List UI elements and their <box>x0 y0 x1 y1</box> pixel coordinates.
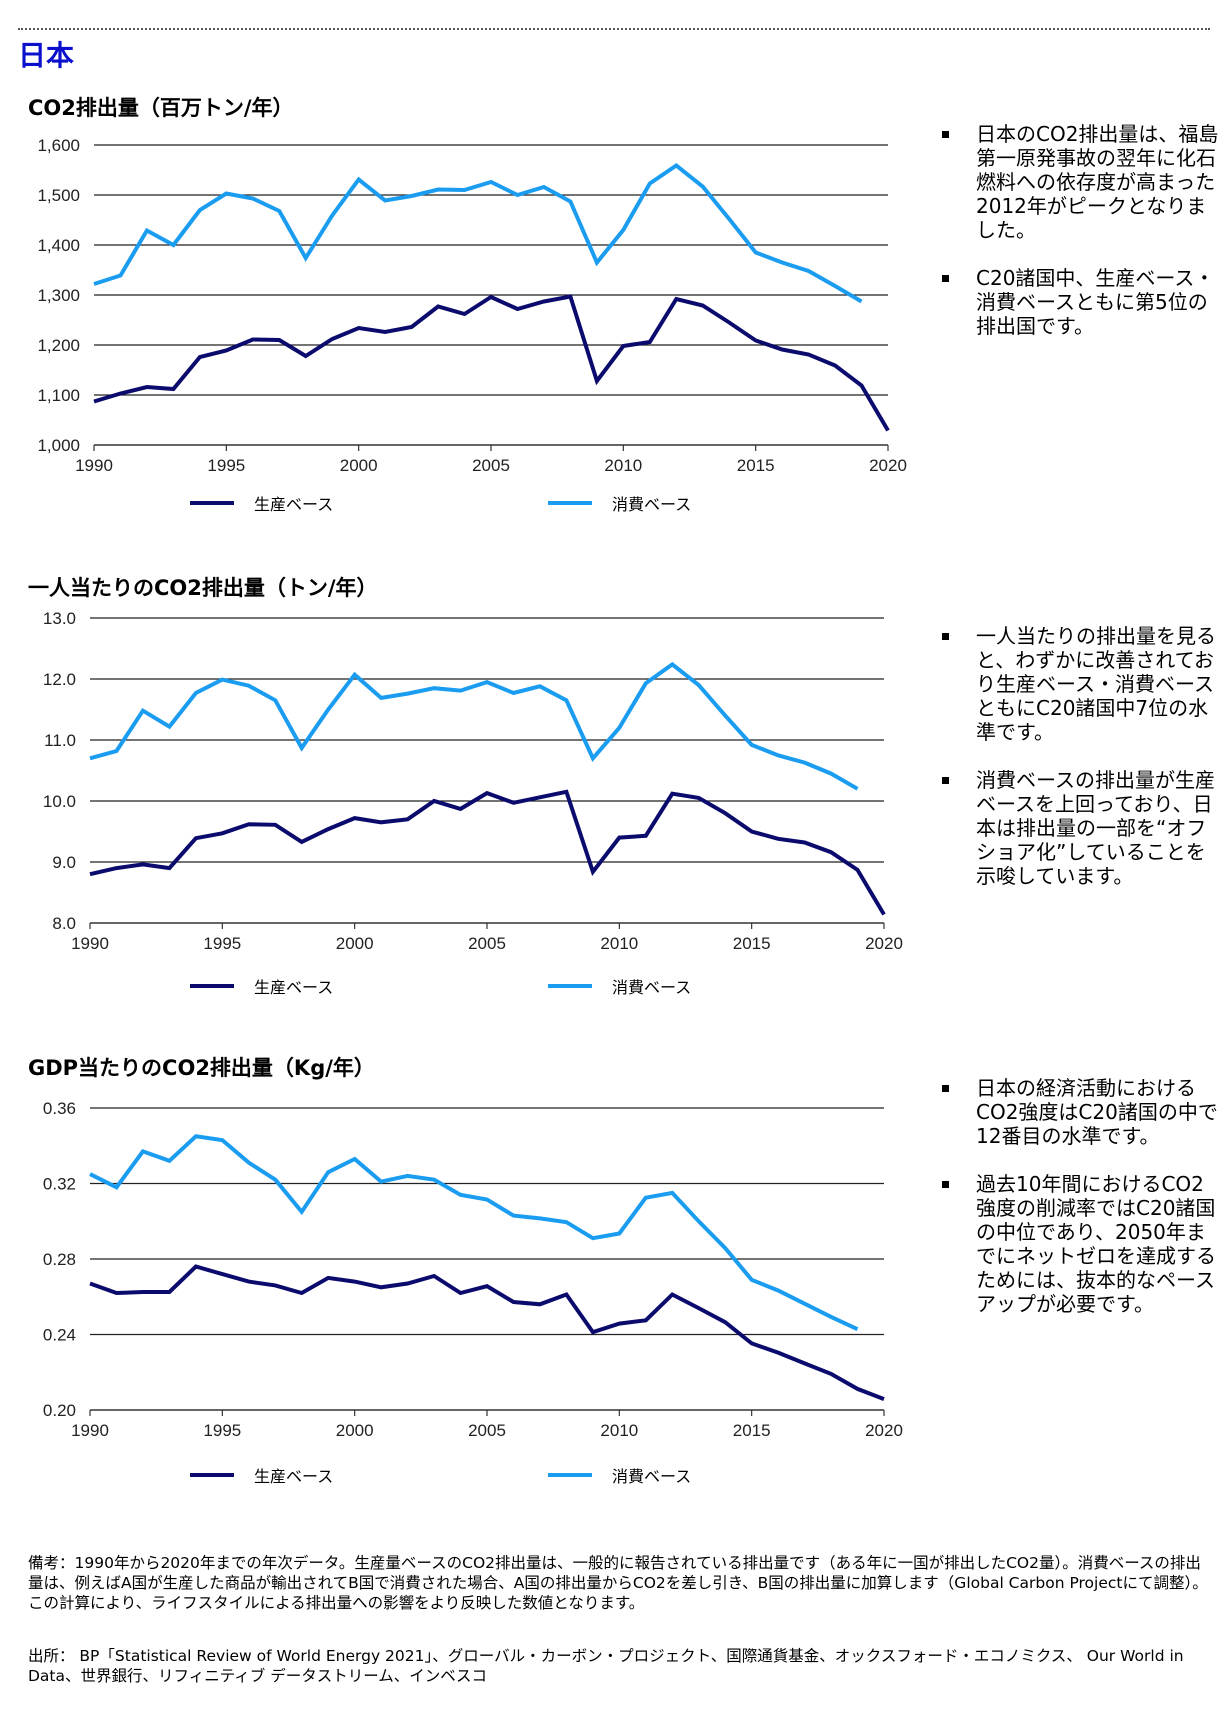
notes-emissions: 日本のCO2排出量は、福島第一原発事故の翌年に化石燃料への依存度が高まった201… <box>920 122 1220 362</box>
x-tick-label: 2000 <box>340 456 378 475</box>
note-text: 日本の経済活動におけるCO2強度はC20諸国の中で12番目の水準です。 <box>976 1076 1218 1148</box>
x-tick-label: 2015 <box>733 934 771 953</box>
legend-swatch-consumption <box>548 984 592 988</box>
y-tick-label: 1,100 <box>37 386 80 405</box>
bullet-icon <box>942 1181 949 1188</box>
y-tick-label: 1,000 <box>37 436 80 455</box>
y-tick-label: 1,400 <box>37 236 80 255</box>
chart-title-per-capita: 一人当たりのCO2排出量（トン/年） <box>28 576 378 600</box>
y-tick-label: 12.0 <box>43 670 76 689</box>
chart-title-emissions: CO2排出量（百万トン/年） <box>28 96 294 120</box>
bullet-icon <box>942 131 949 138</box>
x-tick-label: 2020 <box>869 456 907 475</box>
note-item: 一人当たりの排出量を見ると、わずかに改善されており生産ベース・消費ベースともにC… <box>920 624 1220 744</box>
x-tick-label: 2010 <box>600 1421 638 1440</box>
legend-label-production: 生産ベース <box>254 1467 334 1486</box>
legend-per-capita: 生産ベース 消費ベース <box>0 974 900 998</box>
x-tick-label: 2010 <box>600 934 638 953</box>
footer-sources: 出所： BP「Statistical Review of World Energ… <box>28 1647 1184 1685</box>
x-tick-label: 2020 <box>865 934 903 953</box>
y-tick-label: 0.32 <box>43 1175 76 1194</box>
legend-label-production: 生産ベース <box>254 978 334 997</box>
chart-per-gdp: 0.20 0.24 0.28 0.32 0.36 1990 1995 2000 2005 2010… <box>43 1099 903 1440</box>
legend-label-consumption: 消費ベース <box>612 1467 692 1486</box>
bullet-icon <box>942 777 949 784</box>
legend-item-production: 生産ベース <box>190 491 333 515</box>
legend-item-consumption: 消費ベース <box>548 974 691 998</box>
legend-swatch-production <box>190 1473 234 1477</box>
legend-item-production: 生産ベース <box>190 1463 333 1487</box>
x-tick-label: 1990 <box>75 456 113 475</box>
note-item: 日本のCO2排出量は、福島第一原発事故の翌年に化石燃料への依存度が高まった201… <box>920 122 1220 242</box>
x-tick-label: 2015 <box>737 456 775 475</box>
y-tick-label: 11.0 <box>44 731 76 750</box>
legend-swatch-production <box>190 984 234 988</box>
chart-emissions: 1,000 1,100 1,200 1,300 1,400 1,500 1,600 1990 1… <box>37 136 907 475</box>
legend-item-consumption: 消費ベース <box>548 1463 691 1487</box>
bullet-icon <box>942 275 949 282</box>
x-tick-label: 1995 <box>203 1421 241 1440</box>
legend-per-gdp: 生産ベース 消費ベース <box>0 1463 900 1487</box>
chart-title-per-gdp: GDP当たりのCO2排出量（Kg/年） <box>28 1056 375 1080</box>
y-tick-label: 0.20 <box>43 1401 76 1420</box>
top-divider <box>18 28 1210 30</box>
series-line-consumption <box>89 1134 859 1332</box>
y-tick-label: 0.36 <box>43 1099 76 1118</box>
series-line-production <box>89 789 886 916</box>
note-item: 日本の経済活動におけるCO2強度はC20諸国の中で12番目の水準です。 <box>920 1076 1220 1148</box>
note-text: C20諸国中、生産ベース・消費ベースともに第5位の排出国です。 <box>976 266 1215 338</box>
series-line-production <box>89 1264 885 1401</box>
x-tick-label: 2015 <box>733 1421 771 1440</box>
x-tick-label: 2005 <box>468 934 506 953</box>
y-tick-label: 0.24 <box>43 1326 76 1345</box>
country-title: 日本 <box>18 39 75 72</box>
y-tick-label: 1,600 <box>37 136 80 155</box>
y-tick-label: 0.28 <box>43 1250 76 1269</box>
x-tick-label: 2020 <box>865 1421 903 1440</box>
note-text: 過去10年間におけるCO2強度の削減率ではC20諸国の中位であり、2050年まで… <box>976 1172 1216 1316</box>
notes-per-gdp: 日本の経済活動におけるCO2強度はC20諸国の中で12番目の水準です。 過去10… <box>920 1076 1220 1340</box>
series-line-consumption <box>89 661 859 791</box>
y-tick-label: 8.0 <box>52 914 76 933</box>
y-tick-label: 10.0 <box>43 792 76 811</box>
note-text: 消費ベースの排出量が生産ベースを上回っており、日本は排出量の一部を“オフショア化… <box>976 768 1215 888</box>
legend-swatch-consumption <box>548 501 592 505</box>
y-tick-label: 1,200 <box>37 336 80 355</box>
legend-label-production: 生産ベース <box>254 495 334 514</box>
legend-label-consumption: 消費ベース <box>612 495 692 514</box>
note-item: 消費ベースの排出量が生産ベースを上回っており、日本は排出量の一部を“オフショア化… <box>920 768 1220 888</box>
x-tick-label: 1990 <box>71 1421 109 1440</box>
note-item: 過去10年間におけるCO2強度の削減率ではC20諸国の中位であり、2050年まで… <box>920 1172 1220 1316</box>
y-tick-label: 13.0 <box>43 609 76 628</box>
y-tick-label: 1,300 <box>37 286 80 305</box>
series-line-consumption <box>93 163 863 304</box>
x-tick-label: 2005 <box>472 456 510 475</box>
legend-item-consumption: 消費ベース <box>548 491 691 515</box>
footer-remarks: 備考：1990年から2020年までの年次データ。生産量ベースのCO2排出量は、一… <box>28 1554 1208 1612</box>
y-tick-label: 1,500 <box>37 186 80 205</box>
note-item: C20諸国中、生産ベース・消費ベースともに第5位の排出国です。 <box>920 266 1220 338</box>
x-tick-label: 2010 <box>604 456 642 475</box>
x-tick-label: 2005 <box>468 1421 506 1440</box>
x-tick-label: 1990 <box>71 934 109 953</box>
legend-swatch-production <box>190 501 234 505</box>
note-text: 日本のCO2排出量は、福島第一原発事故の翌年に化石燃料への依存度が高まった201… <box>976 122 1219 242</box>
chart-per-capita: 8.0 9.0 10.0 11.0 12.0 13.0 1990 1995 2000 2005 20… <box>43 609 903 953</box>
x-tick-label: 1995 <box>203 934 241 953</box>
x-tick-label: 2000 <box>336 1421 374 1440</box>
bullet-icon <box>942 1085 949 1092</box>
x-tick-label: 2000 <box>336 934 374 953</box>
note-text: 一人当たりの排出量を見ると、わずかに改善されており生産ベース・消費ベースともにC… <box>976 624 1216 744</box>
series-line-production <box>93 294 890 432</box>
bullet-icon <box>942 633 949 640</box>
y-tick-label: 9.0 <box>52 853 76 872</box>
notes-per-capita: 一人当たりの排出量を見ると、わずかに改善されており生産ベース・消費ベースともにC… <box>920 624 1220 912</box>
legend-emissions: 生産ベース 消費ベース <box>0 491 900 515</box>
x-tick-label: 1995 <box>207 456 245 475</box>
legend-label-consumption: 消費ベース <box>612 978 692 997</box>
legend-item-production: 生産ベース <box>190 974 333 998</box>
legend-swatch-consumption <box>548 1473 592 1477</box>
